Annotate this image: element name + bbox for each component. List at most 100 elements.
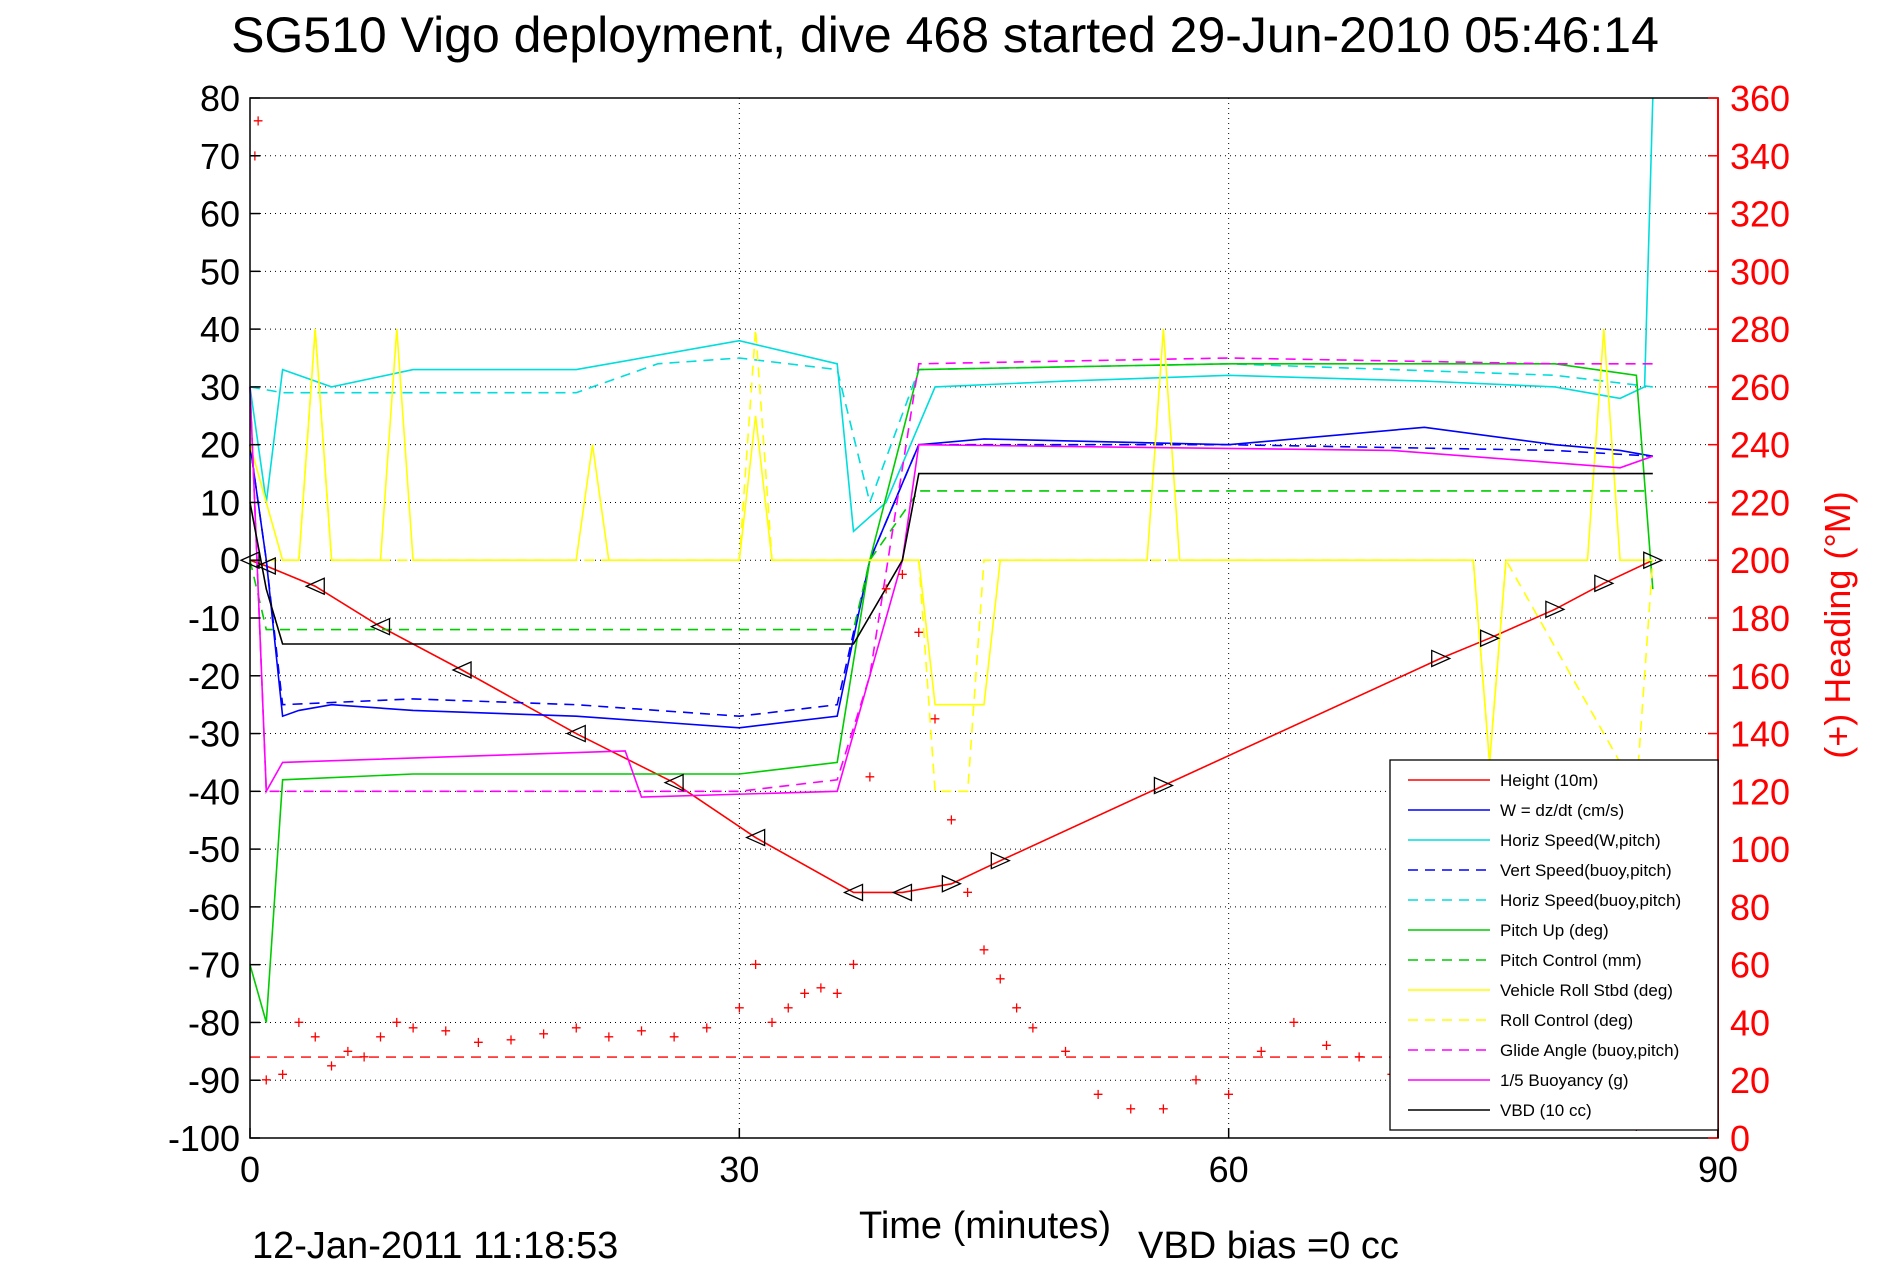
tick-label-y: -70 xyxy=(188,945,240,986)
heading-point: + xyxy=(359,1047,370,1067)
heading-point: + xyxy=(1011,998,1022,1018)
tick-label-y: -60 xyxy=(188,887,240,928)
heading-point: + xyxy=(946,810,957,830)
vbd-bias-note: VBD bias =0 cc xyxy=(1138,1225,1399,1262)
tick-label-x: 30 xyxy=(719,1149,759,1190)
heading-point: + xyxy=(767,1012,778,1032)
series-line xyxy=(249,426,1653,729)
height-marker xyxy=(842,883,864,902)
legend-label: Glide Angle (buoy,pitch) xyxy=(1500,1041,1679,1060)
heading-point: + xyxy=(1289,1012,1300,1032)
tick-label-right: 120 xyxy=(1730,771,1790,812)
legend-box xyxy=(1389,759,1719,1131)
legend-label: Horiz Speed(buoy,pitch) xyxy=(1500,891,1681,910)
tick-label-right: 20 xyxy=(1730,1060,1770,1101)
heading-point: + xyxy=(1093,1085,1104,1105)
heading-point: + xyxy=(995,969,1006,989)
heading-point: + xyxy=(962,882,973,902)
heading-point: + xyxy=(326,1056,337,1076)
tick-label-right: 300 xyxy=(1730,251,1790,292)
height-marker xyxy=(745,828,766,847)
tick-label-y: 30 xyxy=(200,367,240,408)
heading-point: + xyxy=(750,955,761,975)
heading-point: + xyxy=(1126,1099,1137,1119)
height-marker xyxy=(941,874,962,893)
legend-label: Horiz Speed(W,pitch) xyxy=(1500,831,1661,850)
heading-point: + xyxy=(734,998,745,1018)
heading-point: + xyxy=(881,579,892,599)
legend-label: Roll Control (deg) xyxy=(1500,1011,1633,1030)
heading-point: + xyxy=(1354,1047,1365,1067)
heading-point: + xyxy=(1256,1041,1267,1061)
series-line xyxy=(249,443,1653,718)
height-marker xyxy=(1153,776,1175,795)
tick-label-y: -50 xyxy=(188,829,240,870)
tick-label-right: 180 xyxy=(1730,598,1790,639)
tick-label-right: 0 xyxy=(1730,1118,1750,1159)
tick-label-y: -40 xyxy=(188,771,240,812)
heading-point: + xyxy=(253,111,264,131)
heading-point: + xyxy=(538,1024,549,1044)
tick-label-right: 100 xyxy=(1730,829,1790,870)
legend-label: Height (10m) xyxy=(1500,771,1598,790)
right-axis-ticks: 3603403203002802602402202001801601401201… xyxy=(1708,78,1790,1159)
tick-label-y: -20 xyxy=(188,656,240,697)
heading-point: + xyxy=(816,978,827,998)
heading-point: + xyxy=(1060,1041,1071,1061)
tick-label-right: 200 xyxy=(1730,540,1790,581)
legend-label: Vert Speed(buoy,pitch) xyxy=(1500,861,1672,880)
heading-point: + xyxy=(701,1018,712,1038)
heading-point: + xyxy=(669,1027,680,1047)
height-marker xyxy=(369,617,391,636)
heading-point: + xyxy=(1028,1018,1039,1038)
heading-point: + xyxy=(832,984,843,1004)
tick-label-y: 70 xyxy=(200,136,240,177)
heading-point: + xyxy=(392,1012,403,1032)
legend-label: VBD (10 cc) xyxy=(1500,1101,1592,1120)
heading-point: + xyxy=(897,565,908,585)
heading-point: + xyxy=(1223,1085,1234,1105)
heading-point: + xyxy=(375,1027,386,1047)
height-marker xyxy=(1545,600,1566,619)
tick-label-x: 90 xyxy=(1698,1149,1738,1190)
right-axis-label: (+) Heading (°M) xyxy=(1817,491,1858,758)
heading-point: + xyxy=(261,1070,272,1090)
series-line xyxy=(249,362,1654,1023)
left-axis-ticks: 80 70 60 50 40 30 20 10 0 -10 -20 -30 -40 -50 -60 -70 -8… xyxy=(168,78,260,1159)
legend-label: Vehicle Roll Stbd (deg) xyxy=(1500,981,1673,1000)
heading-point: + xyxy=(294,1012,305,1032)
heading-point: + xyxy=(343,1041,354,1061)
tick-label-right: 80 xyxy=(1730,887,1770,928)
heading-point: + xyxy=(913,622,924,642)
tick-label-right: 320 xyxy=(1730,194,1790,235)
tick-label-y: 10 xyxy=(200,482,240,523)
footer-date: 12-Jan-2011 11:18:53 xyxy=(252,1225,618,1262)
heading-point: + xyxy=(310,1027,321,1047)
height-marker xyxy=(891,883,913,902)
heading-point: + xyxy=(440,1021,451,1041)
tick-label-right: 340 xyxy=(1730,136,1790,177)
heading-point: + xyxy=(799,984,810,1004)
legend-label: Pitch Control (mm) xyxy=(1500,951,1642,970)
series-line xyxy=(249,329,1653,763)
height-marker xyxy=(990,851,1011,870)
series-line xyxy=(249,490,1653,631)
legend-label: 1/5 Buoyancy (g) xyxy=(1500,1071,1629,1090)
chart-title: SG510 Vigo deployment, dive 468 started … xyxy=(231,7,1659,63)
heading-point: + xyxy=(277,1064,288,1084)
tick-label-y: -90 xyxy=(188,1060,240,1101)
tick-label-right: 160 xyxy=(1730,656,1790,697)
tick-label-y: 50 xyxy=(200,251,240,292)
heading-point: + xyxy=(1321,1036,1332,1056)
series-line xyxy=(249,357,1653,793)
tick-label-right: 260 xyxy=(1730,367,1790,408)
heading-point: + xyxy=(865,767,876,787)
tick-label-y: 60 xyxy=(200,194,240,235)
series-line xyxy=(249,357,1653,506)
tick-label-y: -10 xyxy=(188,598,240,639)
tick-label-y: -100 xyxy=(168,1118,240,1159)
heading-point: + xyxy=(506,1030,517,1050)
height-marker xyxy=(255,556,276,576)
heading-point: + xyxy=(636,1021,647,1041)
